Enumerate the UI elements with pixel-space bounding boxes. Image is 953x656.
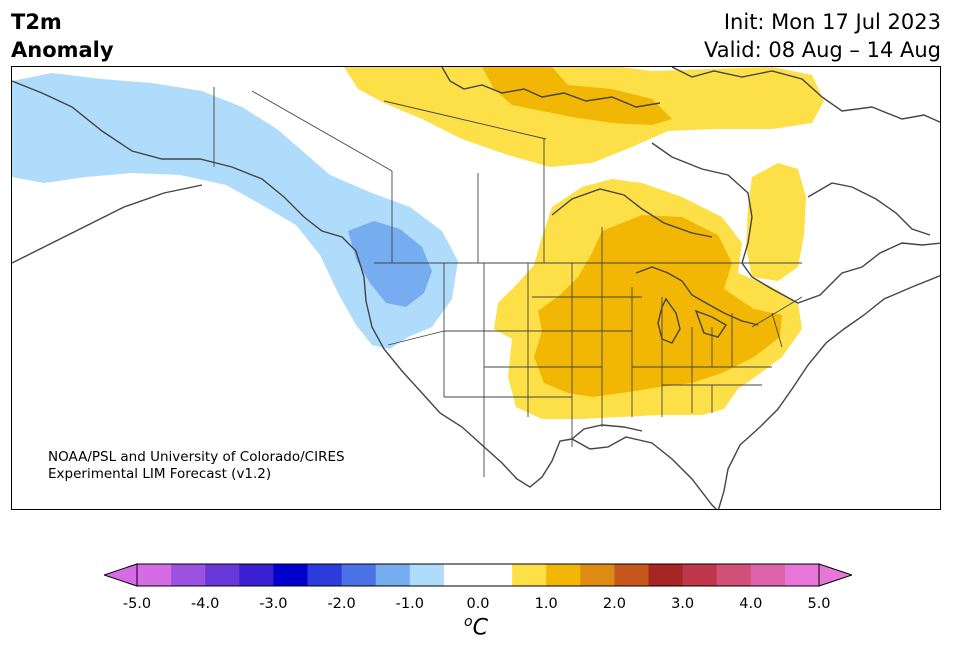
colorbar-segment (239, 564, 274, 586)
colorbar-segment (307, 564, 343, 586)
colorbar-tick-label: -5.0 (122, 596, 152, 612)
colorbar-segment (512, 564, 547, 586)
colorbar-segment (648, 564, 684, 586)
colorbar-tick-label: -4.0 (191, 596, 220, 612)
cold-anomaly-region (12, 73, 458, 349)
colorbar-tick-label: 4.0 (739, 596, 763, 612)
color-scale-bar (104, 563, 852, 587)
colorbar-segment (137, 564, 172, 586)
anomaly-map (11, 66, 941, 510)
colorbar-segment (750, 564, 786, 586)
map-title: T2m Anomaly (11, 8, 114, 64)
colorbar-segment (580, 564, 615, 586)
unit-base: C (472, 615, 488, 641)
title-line-2: Anomaly (11, 38, 114, 62)
unit-label: oC (464, 614, 488, 640)
colorbar-tick-label: -1.0 (395, 596, 424, 612)
title-line-1: T2m (11, 10, 62, 34)
colorbar-segment (341, 564, 377, 586)
colorbar-segment (546, 564, 581, 586)
colorbar-segment (171, 564, 206, 586)
colorbar-segment (205, 564, 240, 586)
colorbar-tick-label: -3.0 (259, 596, 288, 612)
forecast-dates: Init: Mon 17 Jul 2023 Valid: 08 Aug – 14… (704, 8, 941, 64)
colorbar-tick-label: 1.0 (534, 596, 558, 612)
colorbar-over-arrow (818, 563, 852, 587)
credit-text: NOAA/PSL and University of Colorado/CIRE… (48, 449, 345, 483)
valid-date: Valid: 08 Aug – 14 Aug (703, 38, 941, 62)
colorbar-tick-label: 2.0 (602, 596, 626, 612)
colorbar-segment (614, 564, 649, 586)
strong-warm-anomaly-arctic (482, 67, 672, 125)
colorbar-segment (273, 564, 308, 586)
credit-line-2: Experimental LIM Forecast (v1.2) (48, 466, 272, 482)
colorbar-segment (682, 564, 718, 586)
colorbar-tick-label: -2.0 (327, 596, 356, 612)
colorbar-segment (478, 564, 513, 586)
colorbar-tick-label: 5.0 (807, 596, 831, 612)
colorbar-under-arrow (104, 563, 138, 587)
coastlines (12, 67, 940, 509)
unit-superscript: o (464, 614, 473, 630)
warm-anomaly-quebec (746, 163, 806, 281)
strong-cold-anomaly-region (348, 221, 432, 307)
colorbar-segment (409, 564, 445, 586)
political-borders (213, 87, 803, 477)
colorbar-tick-label: 3.0 (671, 596, 695, 612)
map-canvas (12, 67, 940, 509)
credit-line-1: NOAA/PSL and University of Colorado/CIRE… (48, 449, 345, 465)
colorbar-segment (784, 564, 820, 586)
init-date: Init: Mon 17 Jul 2023 (723, 10, 941, 34)
strong-warm-anomaly-central (534, 215, 782, 397)
colorbar-segment (375, 564, 411, 586)
colorbar-segment (716, 564, 752, 586)
colorbar-tick-label: 0.0 (466, 596, 490, 612)
colorbar-segment (443, 564, 479, 586)
